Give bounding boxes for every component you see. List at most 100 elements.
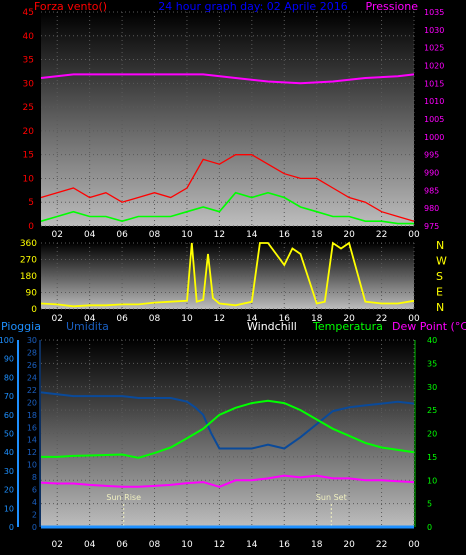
- temperature-axis-title: Temperatura: [312, 320, 383, 333]
- rain-y-tick: 4: [32, 498, 37, 507]
- temperature-line: [41, 399, 415, 459]
- pressure-y-tick: 1015: [424, 79, 444, 88]
- humidity-y-tick: 0: [9, 523, 14, 532]
- x-tick-label: 02: [51, 314, 62, 324]
- x-tick-label: 22: [376, 314, 387, 324]
- dewpoint-line: [40, 474, 415, 488]
- rain-y-tick: 2: [32, 511, 37, 520]
- humidity-line: [40, 391, 415, 450]
- x-tick-label: 08: [149, 314, 161, 324]
- direction-y-tick: 270: [20, 256, 37, 266]
- x-tick-label: 20: [343, 314, 355, 324]
- rain-y-tick: 12: [27, 448, 37, 457]
- x-tick-label: 14: [246, 230, 258, 240]
- x-tick-label: 06: [116, 314, 128, 324]
- direction-grid: [41, 242, 415, 310]
- humidity-y-tick: 10: [4, 504, 14, 513]
- wind-speed-line: [40, 154, 415, 222]
- pressure-axis-title: Pressione: [366, 0, 419, 13]
- rain-y-tick: 6: [32, 486, 37, 495]
- x-tick-label: 00: [408, 540, 420, 550]
- wind-y-tick: 5: [28, 198, 34, 208]
- x-tick-label: 18: [311, 540, 323, 550]
- pressure-y-tick: 1020: [424, 62, 444, 71]
- humidity-y-tick: 40: [4, 448, 14, 457]
- x-tick-label: 06: [116, 540, 128, 550]
- rain-y-tick: 18: [27, 411, 37, 420]
- wind-y-tick: 15: [23, 151, 34, 161]
- x-tick-label: 02: [51, 230, 62, 240]
- humidity-y-tick: 80: [4, 373, 14, 382]
- sun-label: Sun Rise: [106, 493, 141, 502]
- sun-annotations: Sun Rise Sun Set: [106, 493, 347, 527]
- wind-plot-area: [41, 12, 414, 226]
- temp-plot-area: [41, 340, 414, 527]
- temperature-y-tick: 40: [427, 336, 437, 345]
- x-tick-label: 16: [279, 230, 291, 240]
- x-tick-label: 06: [116, 230, 128, 240]
- humidity-y-tick: 60: [4, 411, 14, 420]
- compass-label: E: [436, 286, 443, 299]
- humidity-y-tick: 90: [4, 355, 14, 364]
- temperature-humidity-panel: Pioggia Umidita Windchill Temperatura De…: [0, 320, 466, 550]
- direction-x-axis-labels: 02 04 06 08 10 12 14 16 18 20 22 00: [51, 314, 420, 324]
- pressure-y-tick: 995: [424, 151, 439, 160]
- x-tick-label: 04: [84, 540, 96, 550]
- humidity-y-tick: 30: [4, 467, 14, 476]
- direction-y-axis-labels: 0 90 180 270 360: [20, 239, 37, 315]
- rain-y-tick: 8: [32, 473, 37, 482]
- x-tick-label: 10: [181, 540, 193, 550]
- chart-title: 24 hour graph day: 02 Aprile 2016: [158, 0, 347, 13]
- pressure-y-tick: 980: [424, 204, 439, 213]
- windchill-axis-title: Windchill: [247, 320, 297, 333]
- x-tick-label: 00: [408, 230, 420, 240]
- x-tick-label: 12: [214, 314, 225, 324]
- x-tick-label: 08: [149, 540, 161, 550]
- x-tick-label: 20: [343, 540, 355, 550]
- rain-y-tick: 16: [27, 423, 37, 432]
- temp-x-axis-labels: 02 04 06 08 10 12 14 16 18 20 22 00: [51, 540, 420, 550]
- rain-y-tick: 0: [32, 523, 37, 532]
- wind-x-axis-labels: 02 04 06 08 10 12 14 16 18 20 22 00: [51, 230, 420, 240]
- x-tick-label: 20: [343, 230, 355, 240]
- direction-y-tick: 180: [20, 272, 37, 282]
- temperature-y-tick: 0: [427, 523, 432, 532]
- temperature-y-tick: 15: [427, 453, 437, 462]
- humidity-axis-title: Umidita: [66, 320, 109, 333]
- x-tick-label: 14: [246, 540, 258, 550]
- x-tick-label: 04: [84, 230, 96, 240]
- temperature-y-axis-labels: 0 5 10 15 20 25 30 35 40: [427, 336, 437, 532]
- x-tick-label: 14: [246, 314, 258, 324]
- compass-label: N: [436, 301, 444, 314]
- humidity-y-axis-labels: 0 10 20 30 40 50 60 70 80 90 100: [0, 336, 14, 532]
- rain-axis-title: Pioggia: [1, 320, 41, 333]
- wind-y-tick: 10: [23, 174, 35, 184]
- rain-y-tick: 26: [27, 361, 37, 370]
- temperature-y-tick: 20: [427, 430, 437, 439]
- direction-y-tick: 90: [26, 289, 38, 299]
- x-tick-label: 16: [279, 540, 291, 550]
- pressure-line: [40, 73, 415, 85]
- pressure-y-axis-labels: 975 980 985 990 995 1000 1005 1010 1015 1020 1025 1…: [424, 8, 444, 231]
- x-tick-label: 12: [214, 540, 225, 550]
- temperature-y-tick: 5: [427, 500, 432, 509]
- rain-y-tick: 24: [27, 373, 37, 382]
- x-tick-label: 16: [279, 314, 291, 324]
- pressure-y-tick: 1005: [424, 115, 444, 124]
- compass-label: W: [436, 255, 447, 268]
- humidity-y-tick: 50: [4, 430, 14, 439]
- dewpoint-axis-title: Dew Point (°C): [392, 320, 466, 333]
- x-tick-label: 22: [376, 540, 387, 550]
- wind-direction-line: [40, 241, 415, 308]
- wind-y-tick: 25: [23, 103, 34, 113]
- wind-y-tick: 20: [23, 127, 35, 137]
- wind-y-tick: 45: [23, 8, 34, 18]
- wind-y-tick: 35: [23, 56, 34, 66]
- pressure-y-tick: 985: [424, 186, 439, 195]
- rain-y-tick: 20: [27, 398, 37, 407]
- compass-label: S: [436, 270, 443, 283]
